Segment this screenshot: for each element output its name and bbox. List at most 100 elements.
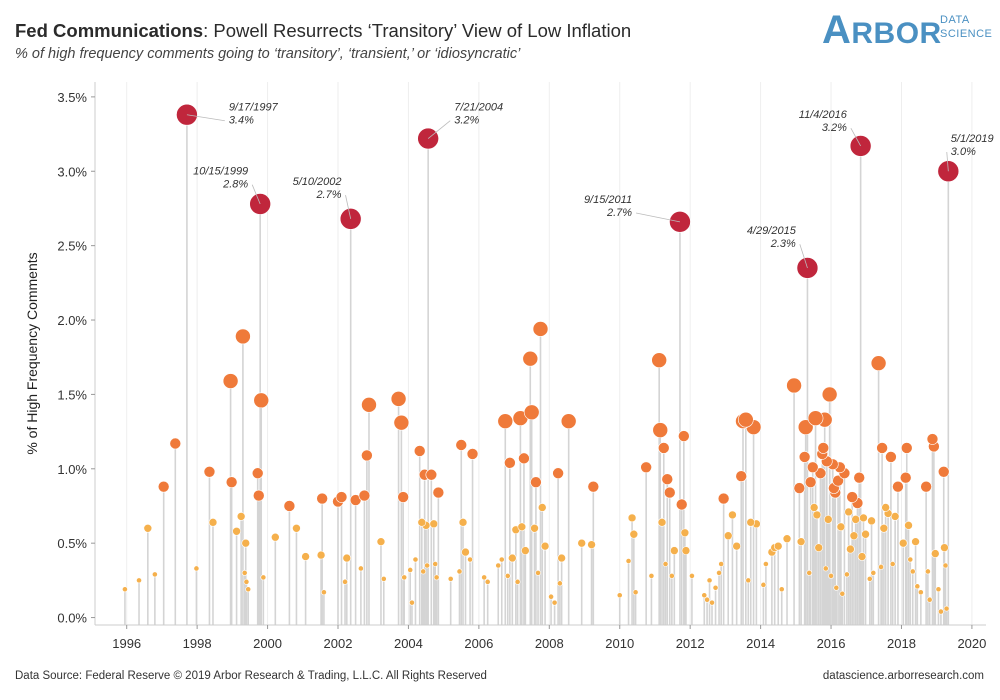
- data-point: [843, 571, 850, 578]
- data-point: [640, 461, 652, 474]
- x-tick-label: 2012: [676, 636, 705, 651]
- data-point: [723, 531, 733, 541]
- data-point: [762, 561, 769, 567]
- data-point: [208, 518, 218, 527]
- annotation-leader: [345, 195, 352, 219]
- data-point: [942, 562, 949, 569]
- data-point: [773, 541, 783, 551]
- data-point: [814, 543, 824, 552]
- data-point: [432, 486, 445, 499]
- y-tick-label: 2.5%: [57, 239, 87, 254]
- data-point: [717, 492, 730, 505]
- data-point: [535, 570, 541, 576]
- data-point: [551, 599, 558, 606]
- data-point: [806, 461, 819, 474]
- data-point: [522, 350, 539, 367]
- chart-subtitle: % of high frequency comments going to ‘t…: [15, 46, 521, 62]
- y-tick-label: 0.5%: [57, 536, 87, 551]
- data-point: [832, 474, 844, 487]
- data-point: [413, 445, 426, 457]
- data-point: [412, 556, 419, 563]
- data-point: [429, 519, 439, 529]
- data-point: [704, 596, 710, 603]
- data-point: [557, 553, 566, 563]
- data-point: [456, 568, 463, 575]
- data-point: [420, 568, 427, 575]
- data-point: [466, 448, 479, 460]
- data-point: [361, 397, 377, 413]
- logo-letter-a: A: [822, 8, 852, 52]
- data-point: [316, 550, 326, 560]
- data-point: [924, 568, 931, 575]
- y-tick-label: 1.0%: [57, 462, 87, 477]
- data-point: [236, 512, 246, 521]
- annotation-leader: [251, 184, 261, 205]
- data-point: [844, 507, 853, 517]
- data-point: [143, 524, 153, 533]
- data-point: [823, 515, 833, 524]
- x-tick-label: 2020: [957, 636, 986, 651]
- data-point: [432, 561, 439, 567]
- data-point: [292, 524, 301, 533]
- data-point: [577, 538, 587, 548]
- x-tick-label: 2016: [817, 636, 846, 651]
- data-point: [833, 584, 840, 591]
- annotation-date: 5/10/2002: [293, 176, 342, 188]
- data-point: [663, 486, 676, 499]
- data-point: [122, 586, 128, 593]
- data-point: [760, 581, 767, 588]
- data-point: [728, 510, 737, 520]
- data-source-footer: Data Source: Federal Reserve © 2019 Arbo…: [15, 670, 487, 682]
- data-point: [556, 580, 563, 587]
- data-point: [193, 565, 200, 572]
- data-point: [839, 590, 846, 597]
- data-point: [625, 558, 632, 564]
- data-point: [203, 465, 216, 478]
- data-point: [735, 470, 748, 483]
- y-tick-label: 2.0%: [57, 313, 87, 328]
- axes: 0.0% 0.5% 1.0% 1.5% 2.0% 2.5% 3.0% 3.5% 1996 1998…: [24, 82, 986, 651]
- data-point: [241, 570, 248, 576]
- data-point: [846, 544, 855, 554]
- logo-letters-rbor: RBOR: [851, 17, 942, 50]
- data-point: [587, 480, 600, 493]
- data-point: [504, 573, 511, 579]
- data-point: [540, 541, 550, 551]
- x-tick-label: 2014: [746, 636, 775, 651]
- data-point: [907, 556, 914, 563]
- stems: [124, 114, 950, 625]
- data-point: [301, 552, 310, 561]
- data-point: [678, 430, 690, 442]
- data-point: [252, 489, 265, 502]
- data-point: [836, 522, 846, 532]
- data-point: [253, 392, 270, 409]
- data-point: [889, 561, 896, 567]
- data-point: [935, 586, 942, 593]
- data-point: [530, 524, 539, 533]
- data-point: [495, 562, 502, 569]
- data-point: [497, 413, 514, 429]
- data-point: [424, 562, 430, 569]
- data-point: [342, 553, 352, 563]
- data-point: [433, 574, 440, 581]
- data-point: [358, 489, 371, 502]
- data-point: [804, 476, 817, 488]
- data-point: [648, 573, 655, 579]
- x-tick-label: 2002: [324, 636, 353, 651]
- data-point: [316, 492, 328, 505]
- annotation-value: 3.4%: [229, 115, 254, 127]
- data-point: [822, 565, 829, 572]
- data-point: [508, 553, 517, 563]
- data-point: [627, 513, 637, 523]
- data-point: [849, 531, 859, 541]
- data-point: [587, 540, 596, 549]
- data-point: [876, 442, 888, 454]
- data-point: [393, 414, 410, 431]
- data-point: [662, 561, 669, 567]
- data-point: [812, 510, 822, 520]
- x-tick-label: 2018: [887, 636, 916, 651]
- data-point: [797, 419, 814, 435]
- annotation-date: 9/17/1997: [229, 102, 279, 114]
- annotation-date: 11/4/2016: [799, 109, 848, 121]
